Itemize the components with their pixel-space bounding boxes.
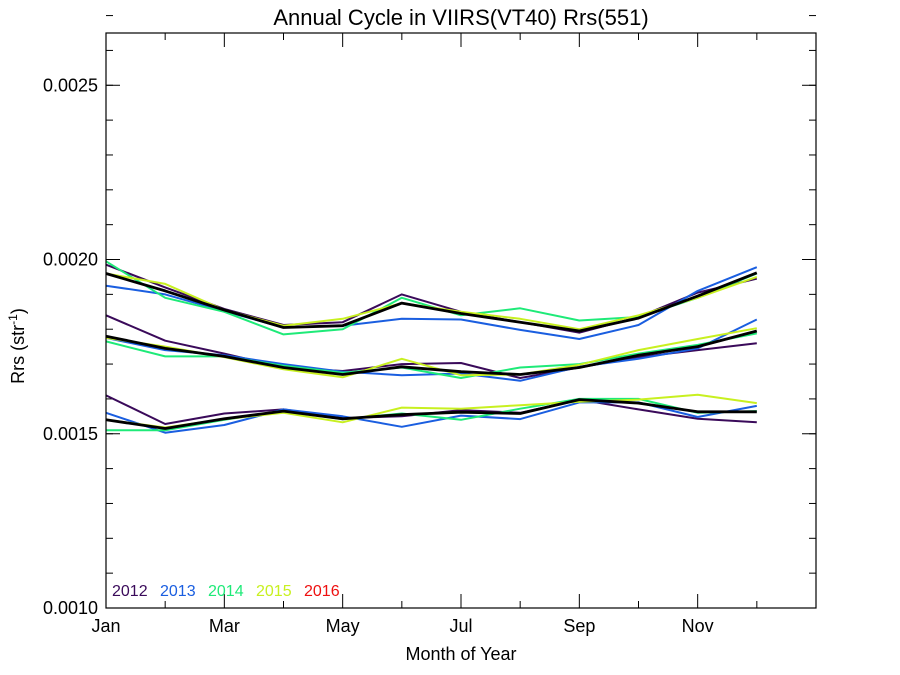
y-axis-label: Rrs (str-1) bbox=[6, 308, 28, 384]
legend-item-2013: 2013 bbox=[160, 583, 196, 600]
axes-layer: 0.0010 0.0015 0.0020 0.0025 Jan Mar May Jul Sep N… bbox=[43, 16, 816, 636]
x-tick-label: May bbox=[326, 616, 360, 636]
y-tick-label: 0.0025 bbox=[43, 75, 98, 95]
series-layer bbox=[106, 261, 757, 432]
series-line-middle-mean bbox=[106, 331, 757, 375]
x-tick-label: Mar bbox=[209, 616, 240, 636]
series-line-lower-2012 bbox=[106, 395, 757, 424]
y-axis-label-base: Rrs (str bbox=[8, 325, 28, 384]
series-line-upper-mean bbox=[106, 273, 757, 331]
series-line-upper-2012 bbox=[106, 265, 757, 333]
chart-title: Annual Cycle in VIIRS(VT40) Rrs(551) bbox=[273, 5, 648, 30]
y-axis-label-end: ) bbox=[8, 308, 28, 314]
annual-cycle-chart: Annual Cycle in VIIRS(VT40) Rrs(551) Mon… bbox=[0, 0, 900, 675]
x-tick-label: Jul bbox=[449, 616, 472, 636]
y-tick-label: 0.0020 bbox=[43, 250, 98, 270]
legend-item-2012: 2012 bbox=[112, 583, 148, 600]
series-line-upper-2014 bbox=[106, 261, 757, 334]
x-axis-label: Month of Year bbox=[405, 644, 516, 664]
x-tick-label: Nov bbox=[682, 616, 714, 636]
series-line-upper-2015 bbox=[106, 274, 757, 330]
legend-item-2014: 2014 bbox=[208, 583, 244, 600]
y-tick-label: 0.0010 bbox=[43, 598, 98, 618]
legend: 2012 2013 2014 2015 2016 bbox=[112, 583, 340, 600]
legend-item-2015: 2015 bbox=[256, 583, 292, 600]
y-axis-label-superscript: -1 bbox=[6, 314, 20, 325]
y-tick-label: 0.0015 bbox=[43, 424, 98, 444]
x-tick-label: Jan bbox=[91, 616, 120, 636]
legend-item-2016: 2016 bbox=[304, 583, 340, 600]
x-tick-label: Sep bbox=[563, 616, 595, 636]
